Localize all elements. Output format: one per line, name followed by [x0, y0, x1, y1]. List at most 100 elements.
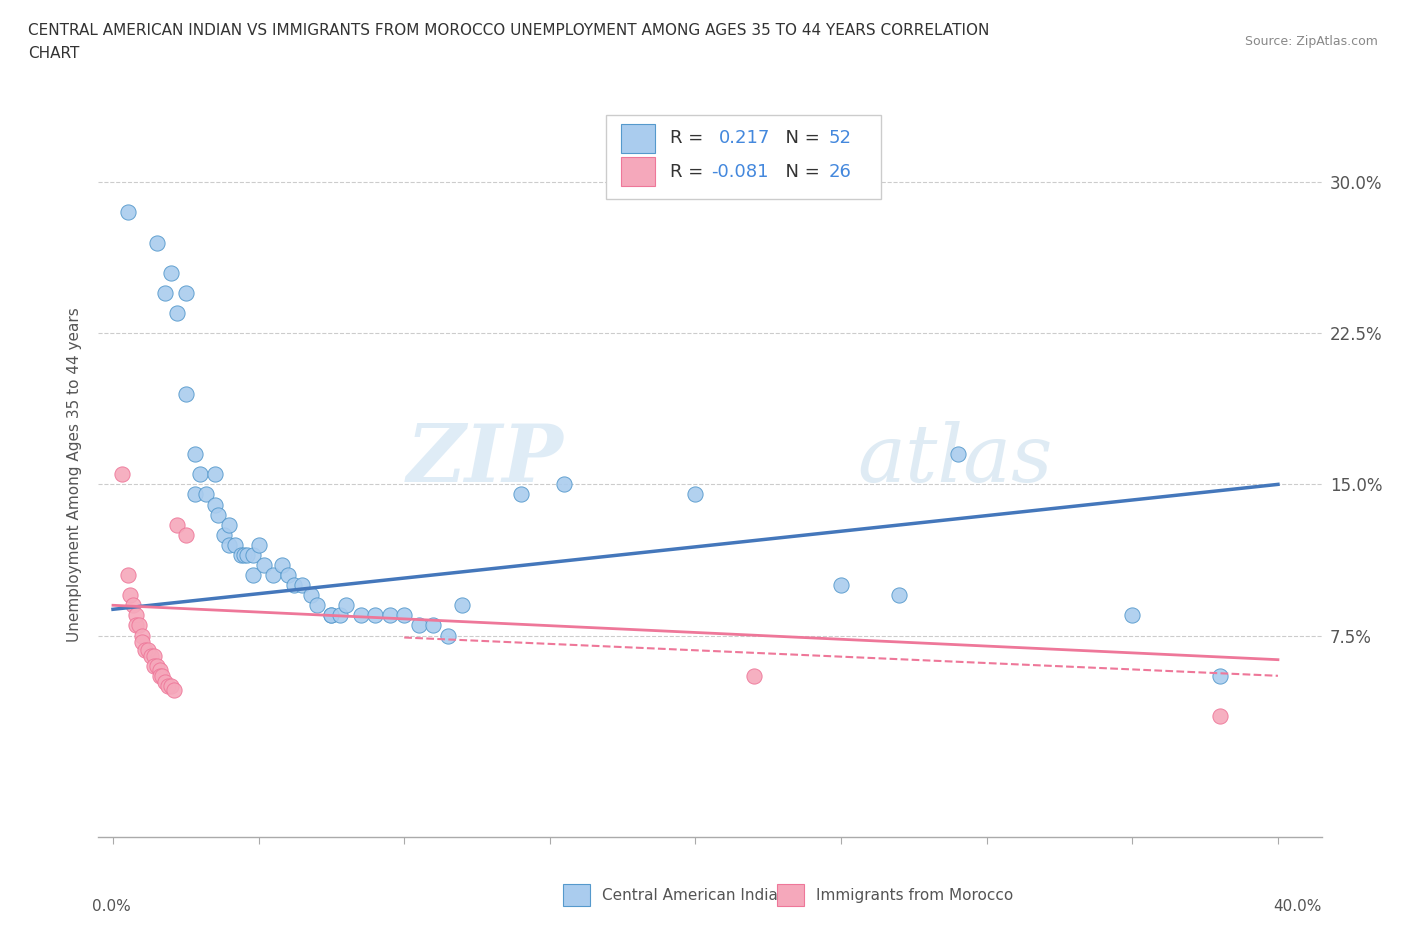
Point — [142, 658, 165, 673]
Point — [742, 669, 765, 684]
Point — [149, 662, 172, 677]
Text: 26: 26 — [828, 163, 852, 180]
FancyBboxPatch shape — [778, 884, 804, 906]
Point — [188, 467, 212, 482]
Text: R =: R = — [669, 129, 714, 148]
Point — [422, 618, 444, 633]
Point — [131, 628, 153, 643]
Point — [174, 286, 197, 300]
Text: 52: 52 — [828, 129, 852, 148]
Point — [125, 618, 148, 633]
Point — [299, 588, 322, 603]
Point — [157, 679, 180, 694]
Point — [1121, 608, 1143, 623]
Point — [142, 648, 165, 663]
Point — [204, 498, 226, 512]
Text: 40.0%: 40.0% — [1274, 898, 1322, 913]
FancyBboxPatch shape — [620, 124, 655, 153]
Text: 0.217: 0.217 — [718, 129, 770, 148]
Point — [120, 588, 142, 603]
FancyBboxPatch shape — [620, 157, 655, 186]
Point — [160, 265, 183, 280]
Point — [283, 578, 305, 592]
Point — [305, 598, 328, 613]
Point — [321, 608, 343, 623]
Point — [195, 487, 218, 502]
Point — [1208, 669, 1232, 684]
Point — [160, 679, 183, 694]
Point — [128, 618, 150, 633]
Point — [378, 608, 401, 623]
Point — [212, 527, 235, 542]
Point — [394, 608, 416, 623]
Text: R =: R = — [669, 163, 709, 180]
Text: N =: N = — [773, 163, 825, 180]
Text: Immigrants from Morocco: Immigrants from Morocco — [817, 887, 1014, 902]
FancyBboxPatch shape — [564, 884, 591, 906]
Point — [149, 669, 172, 684]
Point — [1208, 709, 1232, 724]
Point — [117, 567, 139, 582]
Text: CHART: CHART — [28, 46, 80, 61]
FancyBboxPatch shape — [606, 115, 882, 199]
Point — [437, 628, 460, 643]
Point — [247, 538, 270, 552]
Point — [242, 548, 264, 563]
Text: Central American Indians: Central American Indians — [602, 887, 796, 902]
Point — [233, 548, 256, 563]
Point — [277, 567, 299, 582]
Point — [553, 477, 575, 492]
Point — [117, 205, 139, 219]
Point — [889, 588, 911, 603]
Point — [509, 487, 531, 502]
Point — [218, 538, 240, 552]
Point — [152, 669, 174, 684]
Point — [946, 446, 969, 461]
Point — [122, 598, 145, 613]
Point — [218, 517, 240, 532]
Point — [174, 527, 197, 542]
Point — [111, 467, 134, 482]
Point — [291, 578, 314, 592]
Point — [204, 467, 226, 482]
Point — [253, 558, 276, 573]
Point — [321, 608, 343, 623]
Point — [163, 683, 186, 698]
Point — [131, 634, 153, 649]
Text: CENTRAL AMERICAN INDIAN VS IMMIGRANTS FROM MOROCCO UNEMPLOYMENT AMONG AGES 35 TO: CENTRAL AMERICAN INDIAN VS IMMIGRANTS FR… — [28, 23, 990, 38]
Point — [685, 487, 707, 502]
Point — [174, 386, 197, 401]
Point — [236, 548, 259, 563]
Point — [224, 538, 246, 552]
Point — [830, 578, 852, 592]
Point — [183, 487, 205, 502]
Point — [451, 598, 474, 613]
Point — [231, 548, 253, 563]
Text: -0.081: -0.081 — [711, 163, 769, 180]
Point — [183, 446, 205, 461]
Point — [335, 598, 357, 613]
Point — [408, 618, 430, 633]
Point — [329, 608, 352, 623]
Point — [364, 608, 387, 623]
Point — [155, 286, 177, 300]
Point — [145, 235, 167, 250]
Point — [145, 658, 167, 673]
Point — [262, 567, 284, 582]
Text: ZIP: ZIP — [406, 421, 564, 498]
Text: atlas: atlas — [856, 421, 1052, 498]
Y-axis label: Unemployment Among Ages 35 to 44 years: Unemployment Among Ages 35 to 44 years — [67, 307, 83, 642]
Point — [166, 306, 188, 321]
Point — [155, 674, 177, 689]
Point — [125, 608, 148, 623]
Text: 0.0%: 0.0% — [93, 898, 131, 913]
Point — [349, 608, 371, 623]
Point — [136, 643, 159, 658]
Point — [139, 648, 162, 663]
Point — [207, 507, 229, 522]
Point — [242, 567, 264, 582]
Text: N =: N = — [773, 129, 825, 148]
Text: Source: ZipAtlas.com: Source: ZipAtlas.com — [1244, 35, 1378, 48]
Point — [166, 517, 188, 532]
Point — [134, 643, 156, 658]
